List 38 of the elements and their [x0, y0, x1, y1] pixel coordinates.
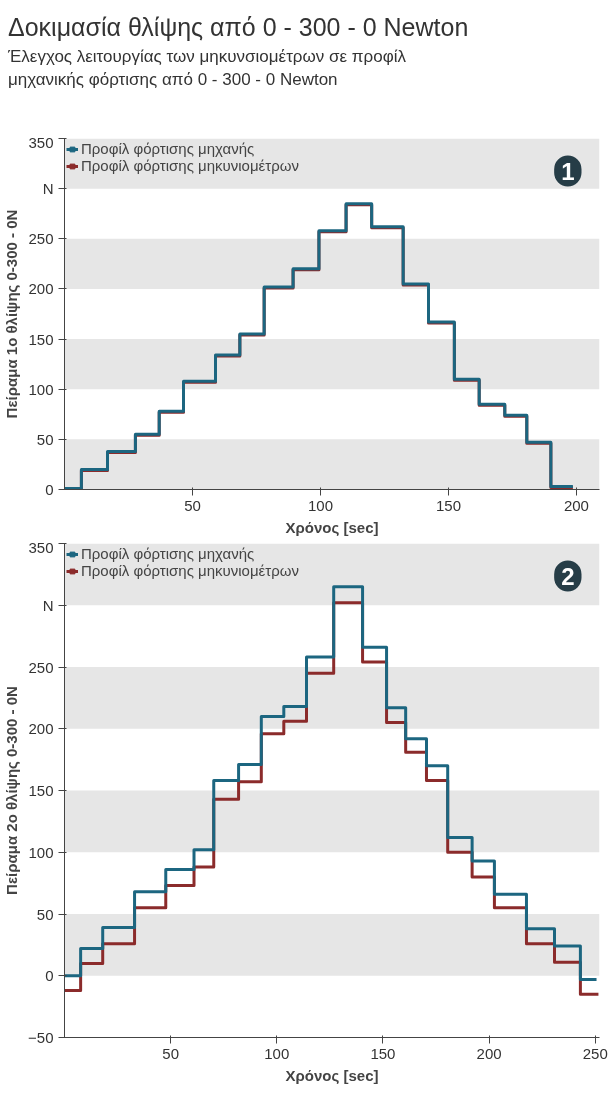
x-tick-label: 100: [307, 496, 333, 514]
y-tick-label: 350: [28, 133, 54, 151]
y-tick-label: 250: [28, 658, 54, 676]
y-tick-label: −50: [28, 1029, 54, 1046]
y-tick-label: 250: [28, 230, 54, 248]
x-tick-label: 150: [370, 1044, 396, 1062]
x-tick-label: 100: [264, 1044, 290, 1062]
y-tick-label: 50: [36, 905, 54, 923]
y-tick-label: N: [42, 180, 54, 198]
y-tick-label: 200: [28, 720, 54, 738]
y-tick-label: 50: [36, 430, 54, 448]
y-tick-label: 150: [28, 330, 54, 348]
legend-label: Προφίλ φόρτισης μηκυνιομέτρων: [81, 562, 299, 579]
chart-subtitle: Έλεγχος λειτουργίας των μηκυνσιομέτρων σε προφίλ μηχανικής φόρτισης από 0 - 300 - 0 Newton: [8, 45, 407, 91]
y-axis-title: Πείραμα 1ο θλίψης 0-300 - 0N: [3, 209, 21, 419]
x-tick-label: 250: [582, 1044, 608, 1062]
annotation: 2: [561, 562, 575, 590]
x-tick-label: 200: [563, 496, 589, 514]
y-tick-label: 0: [45, 967, 54, 985]
x-tick-label: 150: [435, 496, 461, 514]
y-tick-label: N: [42, 596, 54, 614]
y-tick-label: 0: [45, 481, 54, 498]
x-axis-title: Χρόνος [sec]: [285, 1066, 379, 1084]
y-tick-label: 100: [28, 843, 54, 861]
x-axis-title: Χρόνος [sec]: [285, 518, 379, 536]
legend-label: Προφίλ φόρτισης μηχανής: [81, 140, 255, 157]
annotation: 1: [561, 157, 575, 185]
x-tick-label: 200: [476, 1044, 502, 1062]
legend-label: Προφίλ φόρτισης μηχανής: [81, 545, 255, 562]
y-tick-label: 100: [28, 380, 54, 398]
legend-label: Προφίλ φόρτισης μηκυνιομέτρων: [81, 157, 299, 174]
y-tick-label: 350: [28, 538, 54, 556]
y-tick-label: 200: [28, 280, 54, 298]
y-axis-title: Πείραμα 2ο θλίψης 0-300 - 0N: [3, 686, 21, 895]
x-tick-label: 50: [162, 1044, 179, 1062]
x-tick-label: 50: [184, 496, 201, 514]
y-tick-label: 150: [28, 782, 54, 799]
chart-title: Δοκιμασία θλίψης από 0 - 300 - 0 Newton: [8, 12, 469, 43]
